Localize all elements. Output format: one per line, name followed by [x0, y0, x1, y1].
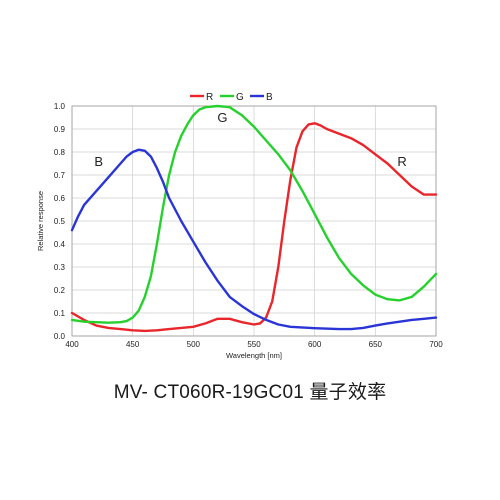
series-line-r	[70, 122, 438, 333]
x-tick-label: 500	[187, 340, 201, 349]
x-tick-label: 450	[126, 340, 140, 349]
chart-caption: MV- CT060R-19GC01 量子效率	[113, 382, 387, 403]
curve-annotations: B G R	[94, 110, 406, 169]
series-line-b	[70, 148, 438, 331]
y-tick-labels: 0.0 0.1 0.2 0.3 0.4 0.5 0.6 0.7 0.8 0.9 1.0	[54, 102, 66, 341]
y-tick-label: 0.3	[54, 263, 66, 272]
curve-annotation-g: G	[217, 110, 227, 125]
curve-annotation-b: B	[94, 154, 103, 169]
y-tick-label: 0.5	[54, 217, 66, 226]
series-layer	[70, 104, 438, 333]
legend-label-r: R	[206, 92, 213, 103]
y-tick-label: 0.6	[54, 194, 66, 203]
chart-grid	[71, 105, 437, 337]
x-tick-label: 600	[308, 340, 322, 349]
legend-label-b: B	[266, 92, 273, 103]
y-tick-label: 0.9	[54, 125, 66, 134]
y-tick-label: 0.0	[54, 332, 66, 341]
y-tick-label: 0.7	[54, 171, 66, 180]
quantum-efficiency-chart: 400 450 500 550 600 650 700 0.0 0.1 0.2 0.3 0.4 0.5…	[36, 92, 443, 360]
x-tick-label: 550	[247, 340, 261, 349]
y-tick-label: 0.2	[54, 286, 66, 295]
y-tick-label: 0.8	[54, 148, 66, 157]
y-tick-label: 0.1	[54, 309, 66, 318]
plot-frame	[71, 105, 437, 337]
y-tick-label: 0.4	[54, 240, 66, 249]
x-tick-label: 700	[429, 340, 443, 349]
x-tick-label: 650	[369, 340, 383, 349]
x-axis-label: Wavelength [nm]	[226, 351, 282, 360]
curve-annotation-r: R	[397, 154, 406, 169]
x-tick-labels: 400 450 500 550 600 650 700	[65, 340, 443, 349]
series-line-g	[70, 104, 438, 324]
y-axis-label: Relative response	[36, 191, 45, 251]
y-tick-label: 1.0	[54, 102, 66, 111]
legend-label-g: G	[236, 92, 244, 103]
x-tick-label: 400	[65, 340, 79, 349]
